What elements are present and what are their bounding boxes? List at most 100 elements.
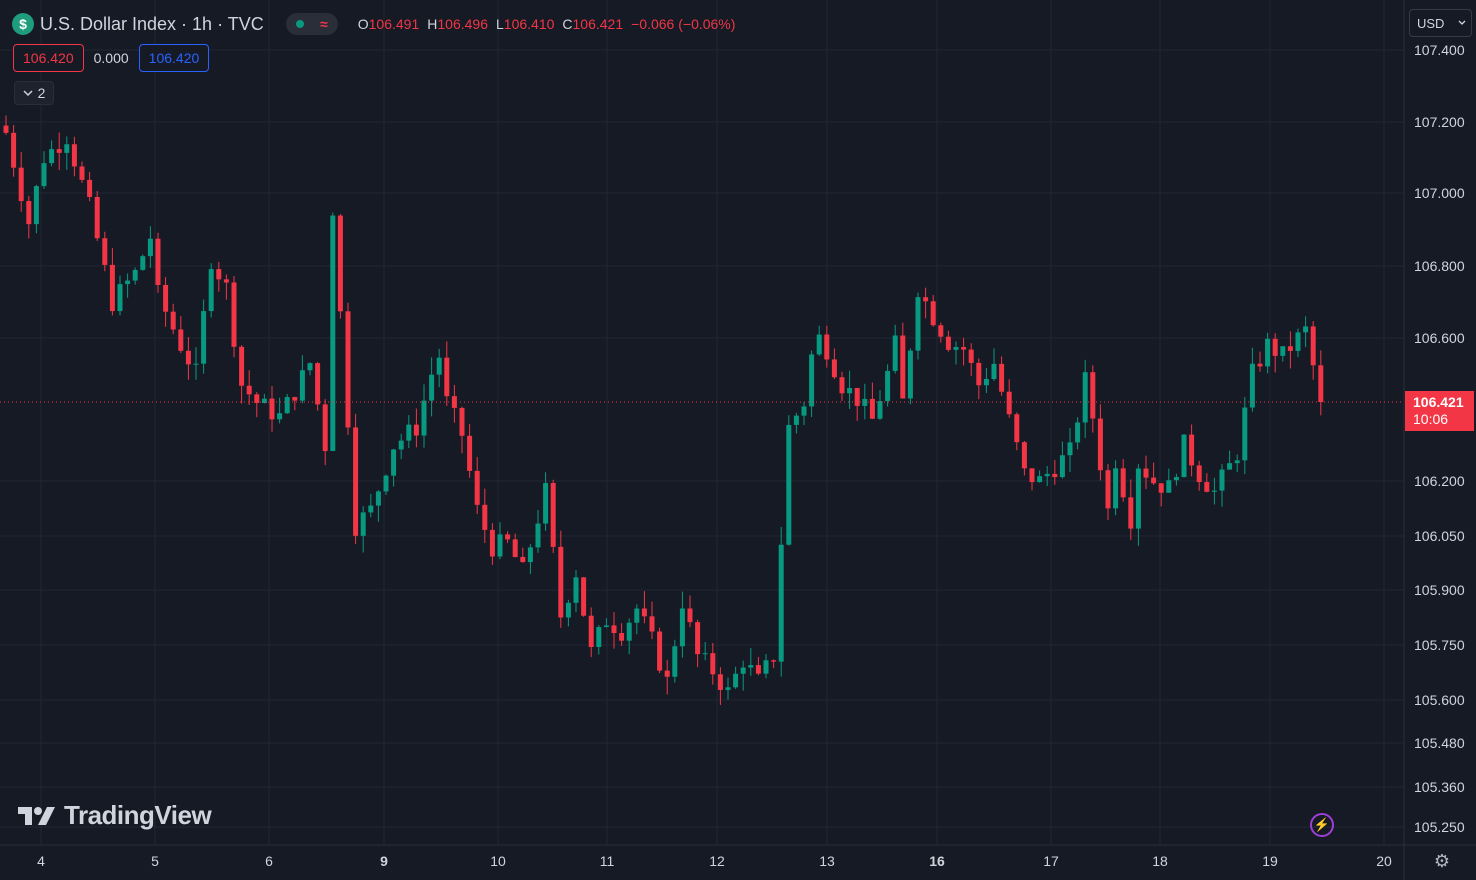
candle-body [702,653,708,655]
candle-body [467,435,473,471]
lightning-icon[interactable]: ⚡ [1310,813,1334,837]
candle-body [193,363,199,365]
candle-body [816,334,822,355]
candle-body [634,608,640,623]
candle-body [1021,442,1027,469]
x-axis-tick-label: 12 [709,853,725,869]
candle-body [717,674,723,690]
candle-body [558,546,564,618]
candle-body [353,427,359,536]
candle-body [885,370,891,402]
candle-body [231,282,237,347]
candle-body [474,470,480,505]
candle-body [877,401,883,419]
market-status-pill[interactable]: ≈ [285,13,338,35]
candle-body [664,670,670,677]
candle-body [892,335,898,371]
candle-body [49,149,55,164]
candle-body [102,238,108,265]
candle-body [1044,473,1050,477]
chart-settings-icon[interactable]: ⚙ [1433,850,1451,871]
x-axis-tick-label: 17 [1043,853,1059,869]
chevron-down-icon [23,90,33,97]
candle-body [216,269,222,280]
candle-body [1037,476,1043,483]
chart-header: $ U.S. Dollar Index · 1h · TVC ≈ O106.49… [12,10,735,38]
sell-button[interactable]: 106.420 [13,44,84,72]
candle-body [87,179,93,197]
candle-body [1211,490,1217,492]
candle-body [429,374,435,401]
candle-body [1059,455,1065,478]
chevron-down-icon [1458,20,1466,25]
candle-body [976,362,982,386]
buy-button[interactable]: 106.420 [138,44,210,72]
candle-body [733,673,739,688]
market-open-icon [295,20,304,28]
y-axis-tick-label: 106.050 [1414,528,1465,544]
candle-body [854,387,860,406]
y-axis-tick-label: 105.250 [1414,819,1465,835]
candle-body [277,413,283,420]
candle-body [1257,363,1263,367]
x-axis-tick-label: 16 [929,853,945,869]
candle-body [801,406,807,416]
candle-body [1128,497,1134,529]
candle-body [482,504,488,530]
candle-body [109,264,115,312]
candle-body [512,539,518,558]
candle-body [299,370,305,401]
y-axis-tick-label: 107.400 [1414,42,1465,58]
candle-body [968,349,974,363]
candle-body [163,284,169,312]
y-axis-tick-label: 105.480 [1414,735,1465,751]
candle-body [1158,483,1164,493]
x-axis-tick-label: 4 [37,853,45,869]
candle-body [269,398,275,420]
currency-select[interactable]: USD [1409,9,1472,37]
y-axis-tick-label: 106.200 [1414,473,1465,489]
candle-body [543,483,549,524]
symbol-title[interactable]: U.S. Dollar Index · 1h · TVC [40,13,264,34]
candle-body [398,440,404,450]
high-label: H [427,16,438,32]
candle-body [391,449,397,476]
candle-body [56,149,62,153]
candle-body [550,483,556,547]
candle-body [657,631,663,671]
candle-body [619,633,625,641]
candle-body [687,608,693,623]
candle-body [945,336,951,350]
candle-body [41,163,47,187]
candle-body [581,577,587,616]
candle-body [459,407,465,436]
candle-body [1295,332,1301,351]
candle-body [1280,346,1286,356]
y-axis-tick-label: 106.600 [1414,330,1465,346]
y-axis-tick-label: 107.000 [1414,185,1465,201]
candle-body [444,357,450,397]
candle-body [748,665,754,668]
candle-body [793,415,799,425]
candle-body [345,311,351,428]
candle-body [1189,434,1195,466]
candle-body [421,400,427,436]
candle-body [1219,469,1225,491]
candle-body [991,363,997,379]
indicators-toggle-button[interactable]: 2 [14,81,54,105]
candle-body [740,667,746,674]
last-price-tag: 106.421 10:06 [1405,391,1474,431]
x-axis-tick-label: 9 [380,853,388,869]
candle-body [527,547,533,563]
candle-body [930,301,936,326]
candle-body [383,475,389,492]
candle-body [375,491,381,506]
candle-body [3,125,9,133]
candle-body [246,385,252,395]
candle-body [725,687,731,690]
candle-body [1249,363,1255,408]
candle-body [1014,414,1020,443]
candle-body [132,269,138,281]
tradingview-logo[interactable]: TradingView [18,800,212,831]
